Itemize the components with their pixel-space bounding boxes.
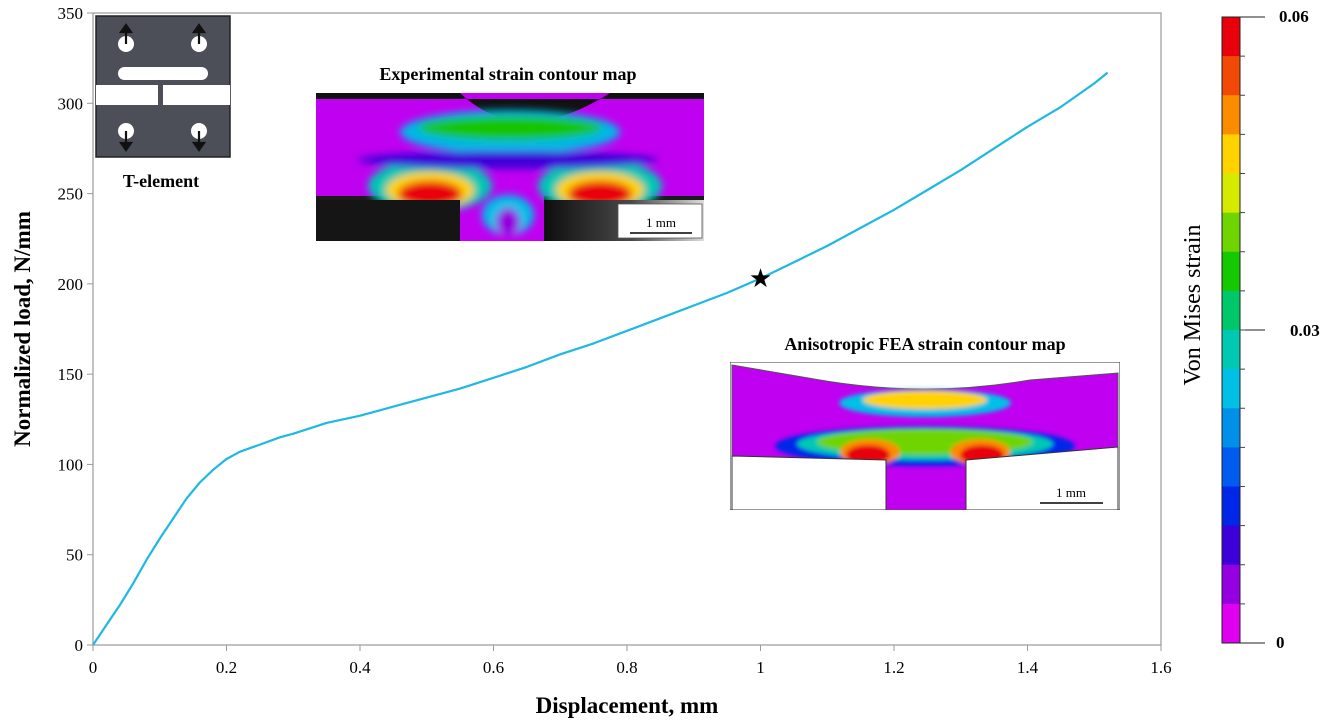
experimental-title: Experimental strain contour map (379, 64, 636, 84)
y-axis-title: Normalized load, N/mm (10, 211, 35, 447)
y-tick-label: 200 (58, 275, 84, 294)
colorbar-segment (1222, 330, 1240, 370)
x-tick-label: 0.8 (616, 658, 637, 677)
colorbar-segment (1222, 564, 1240, 605)
colorbar-segment (1222, 447, 1240, 487)
colorbar-segment (1222, 486, 1240, 527)
colorbar-segment (1222, 603, 1240, 644)
x-tick-label: 1.4 (1017, 658, 1039, 677)
experimental-strain-map (316, 93, 704, 241)
t-element-schematic (95, 15, 231, 158)
x-axis-ticks: 0 0.2 0.4 0.6 0.8 1 1.2 1.4 1.6 (89, 645, 1172, 677)
y-tick-label: 150 (58, 365, 84, 384)
x-axis-title: Displacement, mm (536, 693, 719, 718)
colorbar-tick-bottom: 0 (1276, 633, 1285, 652)
y-tick-label: 0 (75, 636, 84, 655)
colorbar (1221, 16, 1265, 644)
y-tick-label: 350 (58, 4, 84, 23)
y-tick-label: 300 (58, 94, 84, 113)
colorbar-segment (1222, 95, 1240, 135)
colorbar-segment (1222, 17, 1240, 57)
y-tick-label: 100 (58, 455, 84, 474)
colorbar-segment (1222, 134, 1240, 174)
fea-scale-label: 1 mm (1056, 485, 1086, 500)
y-tick-label: 250 (58, 185, 84, 204)
colorbar-tick-top: 0.06 (1279, 7, 1309, 26)
fea-title: Anisotropic FEA strain contour map (784, 334, 1065, 354)
colorbar-segment (1222, 525, 1240, 566)
colorbar-segment (1222, 290, 1240, 331)
colorbar-segment (1222, 251, 1240, 292)
x-tick-label: 0 (89, 658, 98, 677)
colorbar-segment (1222, 408, 1240, 448)
x-tick-label: 0.6 (483, 658, 504, 677)
experimental-scale-label: 1 mm (646, 215, 676, 230)
y-tick-label: 50 (66, 546, 83, 565)
fea-strain-map (730, 362, 1120, 510)
x-tick-label: 1 (756, 658, 765, 677)
colorbar-segment (1222, 369, 1240, 409)
colorbar-segment (1222, 173, 1240, 214)
y-axis-ticks: 0 50 100 150 200 250 300 350 (58, 4, 93, 655)
x-tick-label: 0.4 (349, 658, 371, 677)
t-element-caption: T-element (123, 171, 199, 191)
colorbar-segment (1222, 56, 1240, 96)
colorbar-label: Von Mises strain (1180, 225, 1206, 386)
colorbar-segment (1222, 212, 1240, 253)
load-displacement-line (92, 71, 1109, 646)
colorbar-tick-mid: 0.03 (1290, 321, 1320, 340)
x-tick-label: 1.6 (1150, 658, 1171, 677)
star-marker: ★ (749, 264, 772, 293)
x-tick-label: 0.2 (216, 658, 237, 677)
x-tick-label: 1.2 (883, 658, 904, 677)
